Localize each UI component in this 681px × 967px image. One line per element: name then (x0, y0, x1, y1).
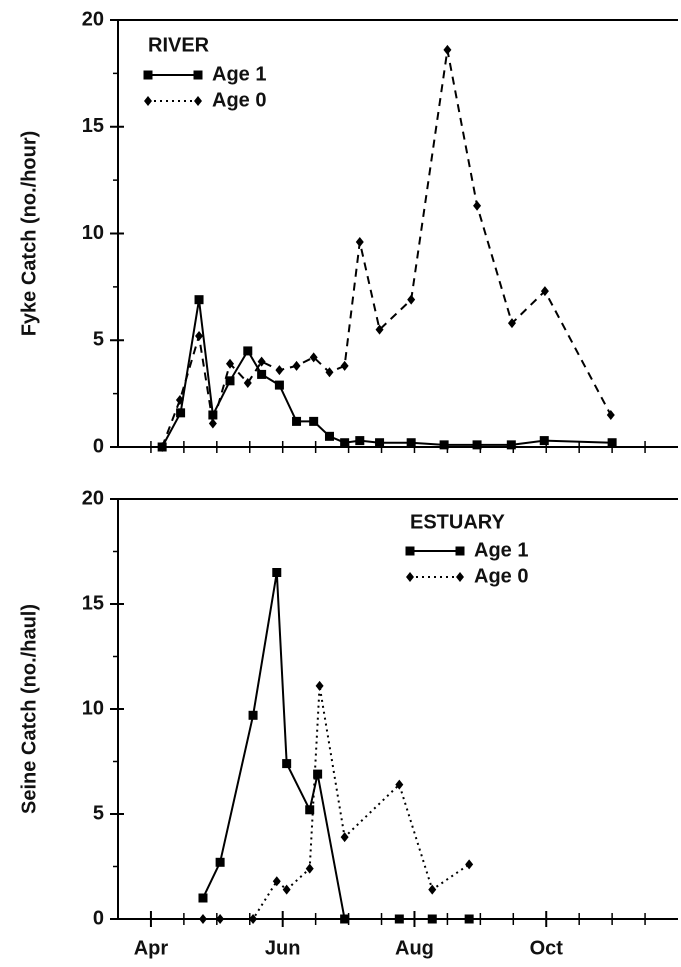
legend-label: Age 0 (474, 565, 528, 587)
marker (275, 365, 284, 376)
marker (249, 914, 258, 924)
y-tick-label: 5 (93, 329, 104, 351)
marker (282, 759, 292, 769)
marker (226, 358, 234, 369)
marker (248, 710, 258, 720)
x-tick-label: Jun (265, 937, 301, 959)
marker (455, 546, 465, 556)
marker (143, 70, 153, 80)
legend-title: RIVER (148, 34, 210, 56)
marker (506, 440, 516, 450)
marker (540, 286, 549, 297)
marker (427, 914, 437, 924)
marker (243, 346, 253, 356)
marker (309, 352, 318, 363)
series-line (161, 299, 613, 448)
marker (257, 356, 266, 367)
marker (198, 893, 208, 903)
marker (407, 294, 416, 305)
marker (539, 436, 549, 446)
marker (305, 805, 315, 815)
marker (507, 318, 516, 329)
marker (216, 914, 225, 924)
marker (193, 70, 203, 80)
marker (225, 376, 235, 386)
marker (405, 546, 415, 556)
series-line (202, 572, 470, 920)
series-line (161, 49, 612, 448)
y-tick-label: 0 (93, 435, 104, 457)
marker (607, 438, 617, 448)
series-line (203, 685, 470, 920)
marker (144, 96, 152, 106)
marker (158, 442, 167, 452)
y-tick-label: 10 (82, 697, 104, 719)
legend-label: Age 0 (212, 89, 266, 111)
marker (243, 377, 252, 388)
marker (198, 914, 207, 924)
marker (282, 884, 291, 895)
marker (340, 914, 350, 924)
x-tick-label: Aug (395, 937, 434, 959)
y-tick-label: 15 (82, 115, 104, 137)
marker (292, 416, 302, 426)
y-tick-label: 20 (82, 487, 104, 509)
marker (406, 438, 416, 448)
marker (464, 914, 474, 924)
marker (194, 295, 204, 305)
x-tick-label: Apr (134, 937, 169, 959)
marker (340, 832, 349, 843)
legend-label: Age 1 (212, 63, 266, 85)
marker (439, 440, 449, 450)
marker (406, 572, 414, 582)
marker (340, 438, 350, 448)
marker (325, 367, 334, 378)
marker (257, 369, 267, 379)
y-tick-label: 20 (82, 8, 104, 30)
marker (194, 96, 202, 106)
marker (215, 857, 225, 867)
y-tick-label: 15 (82, 592, 104, 614)
marker (208, 418, 217, 429)
y-axis-label: Seine Catch (no./haul) (18, 604, 40, 814)
legend-title: ESTUARY (410, 511, 505, 533)
y-tick-label: 0 (93, 907, 104, 929)
marker (340, 360, 349, 371)
marker (175, 395, 184, 406)
marker (208, 410, 218, 420)
marker (315, 680, 324, 691)
marker (606, 409, 615, 420)
x-tick-label: Oct (530, 937, 564, 959)
marker (465, 859, 474, 870)
marker (395, 779, 404, 790)
marker (428, 884, 437, 895)
marker (274, 380, 284, 390)
marker (176, 408, 186, 418)
marker (473, 200, 482, 211)
y-tick-label: 5 (93, 802, 104, 824)
marker (313, 769, 323, 779)
marker (324, 431, 334, 441)
marker (292, 360, 301, 371)
marker (195, 330, 204, 341)
marker (272, 568, 282, 577)
marker (355, 237, 364, 248)
legend-label: Age 1 (474, 539, 528, 561)
marker (394, 914, 404, 924)
marker (375, 324, 384, 335)
marker (375, 438, 385, 448)
y-axis-label: Fyke Catch (no./hour) (18, 131, 40, 337)
marker (272, 876, 281, 887)
marker (443, 44, 452, 55)
marker (309, 416, 319, 426)
marker (456, 572, 464, 582)
marker (472, 440, 482, 450)
marker (305, 863, 314, 874)
y-tick-label: 10 (82, 222, 104, 244)
marker (355, 436, 365, 446)
